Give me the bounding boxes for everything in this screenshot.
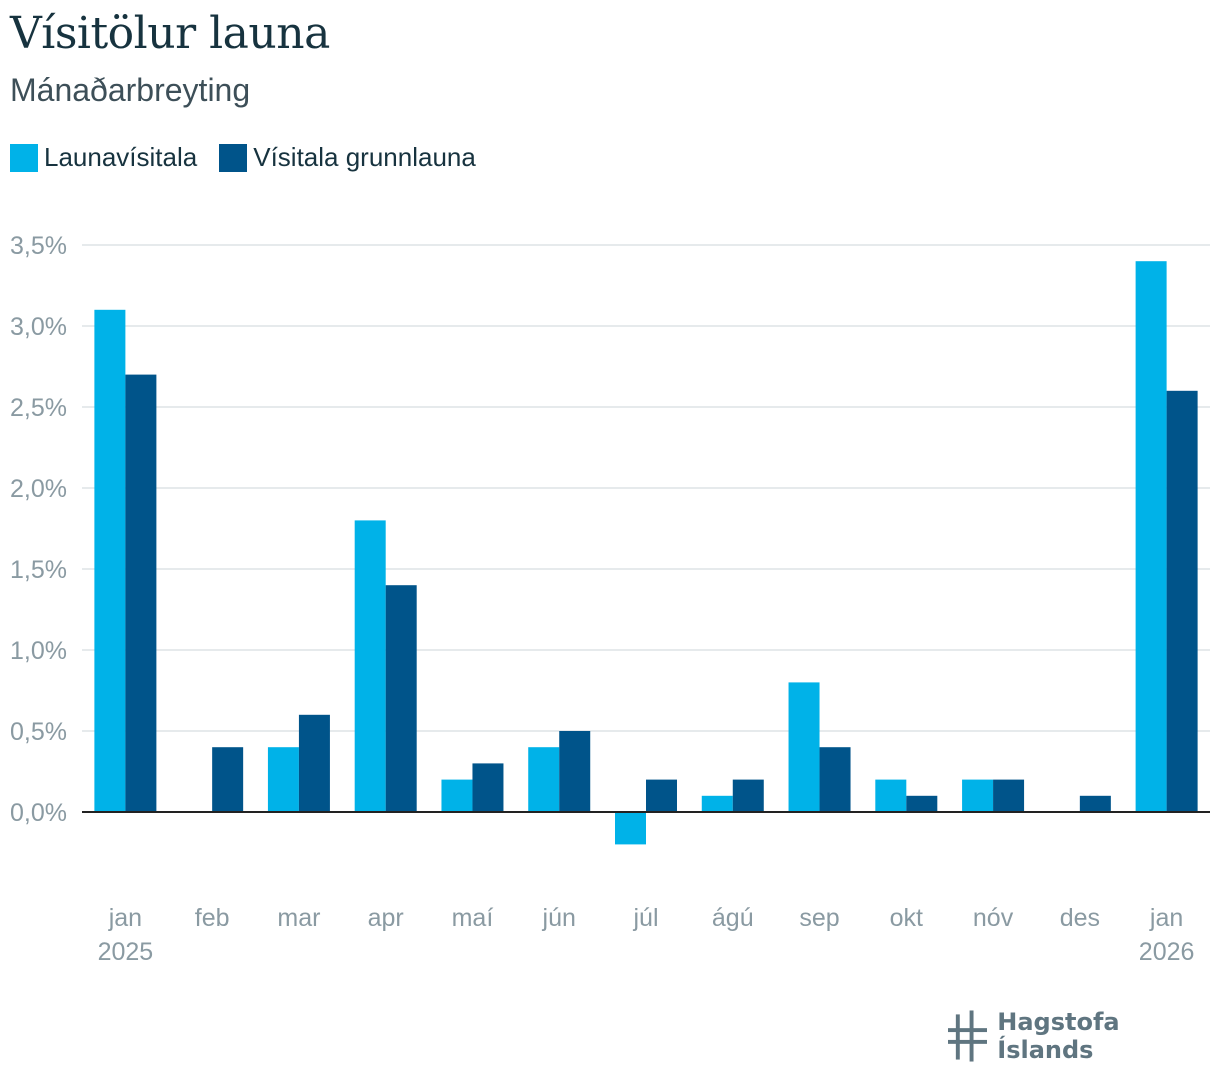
legend-swatch-series-1	[10, 143, 38, 172]
x-tick-label: apr	[368, 904, 404, 932]
x-tick-label: nóv	[973, 904, 1014, 932]
bar-series-2	[732, 779, 764, 812]
legend: Launavísitala Vísitala grunnlauna	[10, 142, 498, 173]
bar-series-1	[875, 779, 907, 812]
bar-series-2	[385, 585, 417, 812]
bar-series-1	[1135, 261, 1167, 812]
x-tick-label: mar	[277, 904, 320, 932]
bar-series-1	[962, 779, 994, 812]
legend-label-series-1: Launavísitala	[44, 142, 198, 172]
y-tick-label: 3,5%	[10, 232, 67, 260]
x-tick-label: jan	[108, 904, 142, 932]
bar-series-2	[212, 747, 244, 812]
x-tick-label: sep	[799, 904, 839, 932]
y-tick-label: 1,0%	[10, 637, 67, 665]
bar-series-2	[1166, 390, 1198, 812]
bar-series-1	[441, 779, 473, 812]
y-tick-label: 0,0%	[10, 799, 67, 827]
bar-series-2	[993, 779, 1025, 812]
chart-title: Vísitölur launa	[10, 8, 330, 59]
bar-series-1	[94, 309, 126, 812]
x-tick-label: ágú	[712, 904, 754, 932]
y-tick-label: 3,0%	[10, 313, 67, 341]
x-tick-label: okt	[890, 904, 923, 932]
y-tick-label: 2,0%	[10, 475, 67, 503]
bar-series-1	[788, 682, 820, 812]
bar-series-2	[125, 374, 157, 812]
y-tick-label: 1,5%	[10, 556, 67, 584]
bar-series-1	[701, 795, 733, 812]
bar-series-2	[298, 714, 330, 812]
legend-item-launavisitala[interactable]: Launavísitala	[10, 142, 197, 173]
bar-series-2	[559, 731, 591, 812]
bar-series-2	[906, 795, 938, 812]
legend-label-series-2: Vísitala grunnlauna	[253, 142, 476, 172]
bar-series-2	[472, 763, 504, 812]
x-tick-label: feb	[195, 904, 230, 932]
x-tick-year-label: 2025	[98, 938, 154, 966]
x-tick-label: maí	[452, 904, 494, 932]
bar-series-2	[1079, 795, 1111, 812]
bar-series-1	[354, 520, 386, 812]
x-tick-year-label: 2026	[1139, 938, 1195, 966]
bar-series-1	[528, 747, 560, 812]
bar-series-2	[646, 779, 677, 812]
chart-subtitle: Mánaðarbreyting	[10, 72, 251, 108]
bar-series-1	[267, 747, 299, 812]
x-tick-label: jan	[1149, 904, 1183, 932]
brand-name: Hagstofa Íslands	[997, 1008, 1120, 1064]
bar-chart: 0,0% 0,5% 1,0% 1,5% 2,0% 2,5% 3,0% 3,5% jan 2025 f…	[10, 232, 1210, 966]
brand-logo: Hagstofa Íslands	[948, 1008, 1220, 1064]
legend-swatch-series-2	[219, 143, 248, 172]
y-tick-label: 2,5%	[10, 394, 67, 422]
x-tick-label: júl	[632, 904, 658, 932]
bar-series-1	[615, 812, 646, 845]
x-tick-label: jún	[542, 904, 576, 932]
x-tick-label: des	[1060, 904, 1100, 932]
legend-item-visitala-grunnlauna[interactable]: Vísitala grunnlauna	[219, 142, 476, 173]
y-tick-label: 0,5%	[10, 718, 67, 746]
hagstofa-logo-icon	[948, 1010, 988, 1062]
bar-series-2	[819, 747, 851, 812]
